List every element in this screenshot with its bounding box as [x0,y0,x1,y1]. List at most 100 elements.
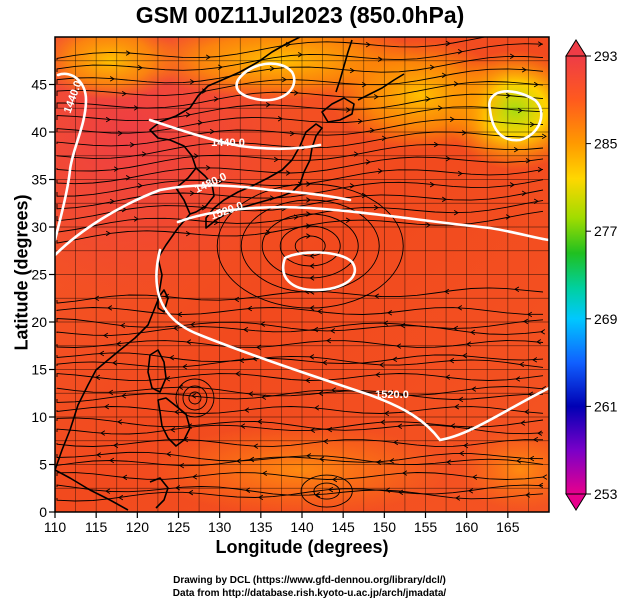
wind-arrowhead [525,492,531,498]
wind-arrowhead [249,456,255,463]
x-tick-label: 145 [331,519,355,535]
wind-arrowhead [315,492,321,498]
colorbar-bottom-arrow [565,493,587,511]
wind-arrowhead [513,146,519,153]
contour-label: 1440.0 [211,137,245,149]
wind-arrowhead [256,344,262,351]
wind-arrowhead [505,92,511,99]
streamline [56,106,544,134]
streamline-vortex [300,474,353,508]
wind-arrowhead [125,175,131,181]
wind-arrowhead [309,253,315,259]
coastline-sulawesi [149,477,169,509]
wind-arrowhead [542,474,548,480]
wind-arrowhead [377,168,383,174]
wind-arrowhead [457,48,463,55]
wind-arrowhead [459,450,465,457]
wind-arrowhead [309,263,315,269]
wind-arrowhead [425,96,431,102]
wind-arrowhead [245,487,251,493]
wind-arrowhead [453,325,459,332]
wind-arrowhead [380,419,386,425]
wind-arrowhead [108,389,114,396]
wind-arrowhead [523,318,529,325]
wind-arrowhead [105,230,111,237]
y-tick-label: 20 [31,314,47,330]
contour-label: 1520.0 [375,389,409,401]
contour-1440-north [148,118,322,151]
y-tick-label: 5 [39,457,47,473]
wind-arrowhead [521,190,527,196]
wind-arrowhead [387,310,393,316]
streamline [56,373,544,381]
streamline [56,439,544,447]
x-tick-label: 135 [249,519,273,535]
wind-arrowhead [265,102,271,108]
y-tick-label: 10 [31,409,47,425]
streamline-vortex [313,482,340,500]
coastline-kalimantan [55,469,129,511]
wind-arrowhead [120,322,126,329]
wind-arrowhead [104,403,110,410]
wind-arrowhead [185,112,191,118]
wind-arrowhead [197,120,203,126]
wind-arrowhead [520,420,526,426]
wind-arrowhead [454,404,460,410]
wind-arrowhead [121,206,127,213]
streamline [56,131,544,159]
wind-arrowhead [509,182,515,188]
wind-streamlines [56,37,548,508]
coastline-asia-mainland [55,37,301,471]
wind-arrowhead [189,79,195,85]
wind-arrowhead [393,439,399,446]
wind-arrowhead [122,474,128,481]
geopotential-contours [55,62,549,442]
wind-arrowhead [297,51,303,58]
wind-arrowhead [377,56,383,62]
wind-arrowhead [293,90,299,96]
wind-arrowhead [192,474,198,480]
wind-arrowhead [389,458,395,464]
streamline [56,419,544,435]
y-tick-label: 45 [31,77,47,93]
wind-arrowhead [285,170,291,176]
streamline [56,81,544,109]
wind-arrowhead [306,211,312,217]
contour-1520-main [176,205,549,242]
wind-arrowhead [137,64,143,71]
streamline [56,319,544,336]
wind-arrowhead [455,495,461,501]
wind-arrowhead [277,116,283,122]
wind-arrowhead [174,409,180,415]
streamline [56,318,544,335]
wind-arrowhead [129,142,135,148]
wind-arrowhead [446,459,452,465]
wind-arrowhead [402,470,408,476]
wind-arrowhead [306,181,312,187]
streamline [56,417,544,435]
wind-arrowhead [392,356,398,363]
wind-arrowhead [349,67,355,74]
wind-arrowhead [244,407,250,413]
wind-arrowhead [461,130,467,136]
streamline-vortex [175,378,215,418]
wind-arrowhead [376,459,382,465]
wind-arrowhead [527,311,533,318]
colorbar-tick-label: 269 [594,311,618,327]
wind-arrowhead [261,394,267,400]
wind-arrowhead [306,453,312,459]
wind-arrowhead [209,128,215,135]
wind-arrowhead [509,53,515,59]
wind-arrowhead [525,158,531,164]
wind-arrowhead [190,321,196,328]
wind-arrowhead [306,223,312,229]
wind-arrowhead [309,275,315,281]
wind-arrowhead [381,135,387,141]
wind-arrowhead [379,362,385,368]
wind-arrowhead [540,329,546,335]
wind-arrowhead [189,190,195,196]
wind-arrowhead [313,326,319,333]
wind-arrowhead [532,357,538,363]
wind-arrowhead [137,183,143,189]
